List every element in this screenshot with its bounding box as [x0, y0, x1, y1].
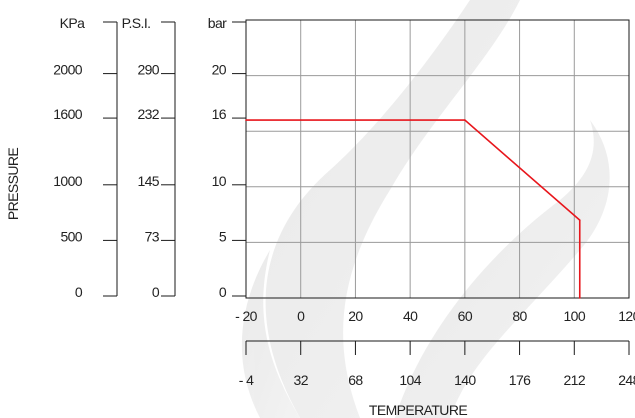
axis-tick-label: 10 [212, 173, 227, 189]
axis-tick-label: 1000 [53, 173, 83, 189]
axis-tick-label: 145 [137, 173, 159, 189]
plot-frame [245, 19, 630, 299]
pressure-temperature-curve [246, 119, 581, 298]
axis-tick-label: 0 [152, 284, 160, 300]
x-tick-label-celsius: 40 [403, 308, 418, 324]
grid-lines [246, 20, 629, 298]
x-tick-label-celsius: 100 [564, 308, 586, 324]
x-tick-label-celsius: - 20 [235, 308, 258, 324]
axis-tick-label: 5 [219, 228, 227, 244]
x-tick-label-celsius: 20 [348, 308, 363, 324]
axis-unit-label: bar [208, 15, 227, 31]
x-tick-label-fahrenheit: 140 [454, 372, 476, 388]
axis-tick-label: 500 [60, 228, 82, 244]
x-tick-label-fahrenheit: 68 [348, 372, 363, 388]
x-tick-label-fahrenheit: 32 [294, 372, 309, 388]
axis-tick-label: 290 [137, 62, 159, 78]
axis-tick-label: 232 [137, 106, 159, 122]
x-tick-label-celsius: 60 [458, 308, 473, 324]
x-tick-label-celsius: 0 [297, 308, 305, 324]
curve-point [464, 119, 466, 121]
x-tick-label-celsius: 120 [618, 308, 635, 324]
curve-point [578, 219, 581, 221]
watermark-logo [241, 0, 610, 418]
x-axis-title: TEMPERATURE [369, 402, 467, 418]
y-axis-title: PRESSURE [5, 148, 21, 220]
x-tick-label-fahrenheit: 212 [564, 372, 586, 388]
axis-tick-label: 0 [219, 284, 227, 300]
pressure-axes: KPa 0 500 1000 1600 2000 P.S.I. 0 73 145 232 290 bar… [53, 15, 246, 300]
series-layer [245, 119, 581, 299]
axis-unit-label: KPa [60, 15, 85, 31]
axis-tick-label: 2000 [53, 62, 83, 78]
axis-tick-label: 73 [145, 228, 160, 244]
x-tick-label-fahrenheit: 248 [618, 372, 635, 388]
axis-tick-label: 16 [212, 106, 227, 122]
x-tick-label-fahrenheit: 176 [509, 372, 531, 388]
axis-unit-label: P.S.I. [122, 15, 151, 31]
axis-tick-label: 0 [75, 284, 83, 300]
axis-tick-label: 1600 [53, 106, 83, 122]
x-tick-label-fahrenheit: 104 [399, 372, 421, 388]
x-tick-label-celsius: 80 [512, 308, 527, 324]
temperature-axes: - 20 0 20 40 60 80 100 120 - 4 32 68 104 140 176 212 24… [235, 308, 635, 388]
curve-point [578, 297, 581, 299]
x-tick-label-fahrenheit: - 4 [239, 372, 254, 388]
curve-point [245, 119, 247, 121]
axis-tick-label: 20 [212, 62, 227, 78]
